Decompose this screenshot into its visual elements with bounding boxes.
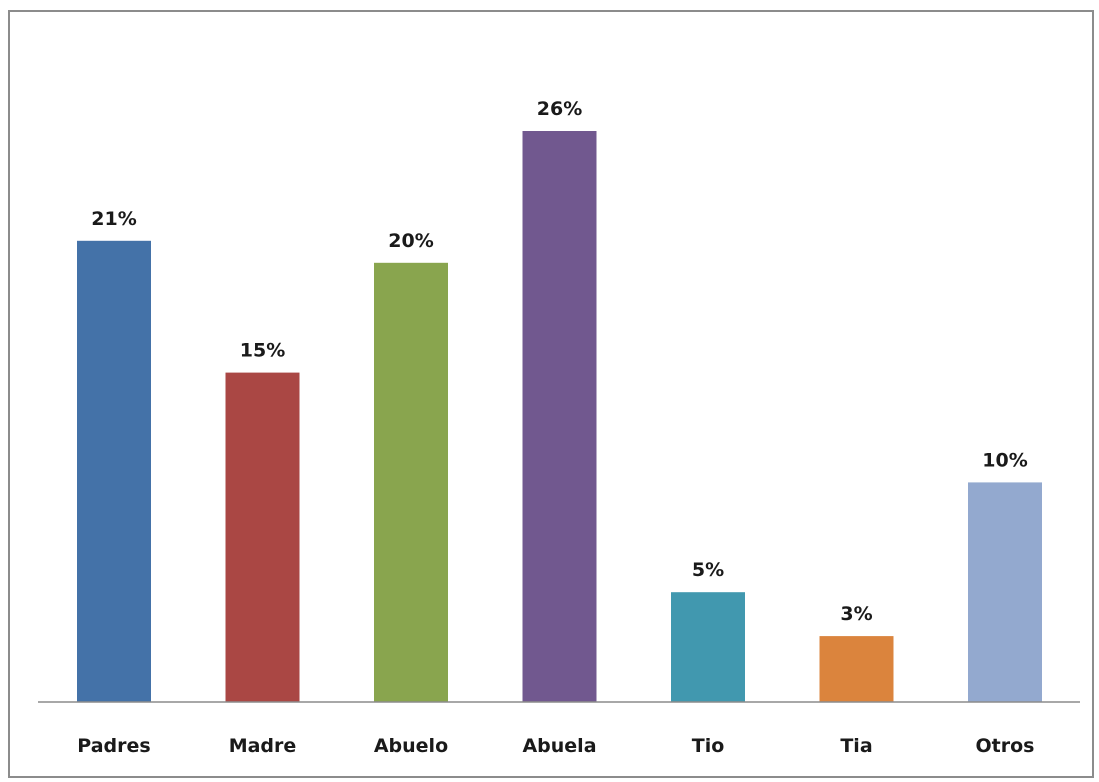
x-tick-label-padres: Padres [77,735,150,757]
bar-tio [671,592,745,702]
data-label-tio: 5% [692,559,724,581]
x-tick-label-madre: Madre [229,735,297,757]
x-tick-label-tio: Tio [692,735,725,757]
data-label-padres: 21% [91,208,136,230]
x-tick-label-abuela: Abuela [522,735,596,757]
data-label-abuela: 26% [537,98,582,120]
x-tick-label-tia: Tia [840,735,872,757]
bar-abuelo [374,262,448,702]
bar-otros [968,482,1042,702]
data-label-abuelo: 20% [388,230,433,252]
data-label-madre: 15% [240,340,285,362]
bar-padres [77,240,151,703]
x-tick-label-otros: Otros [976,735,1035,757]
data-label-otros: 10% [982,449,1027,471]
bar-abuela [522,131,597,702]
bar-madre [225,372,300,702]
bar-tia [819,636,894,702]
data-label-tia: 3% [840,603,872,625]
x-tick-label-abuelo: Abuelo [374,735,448,757]
